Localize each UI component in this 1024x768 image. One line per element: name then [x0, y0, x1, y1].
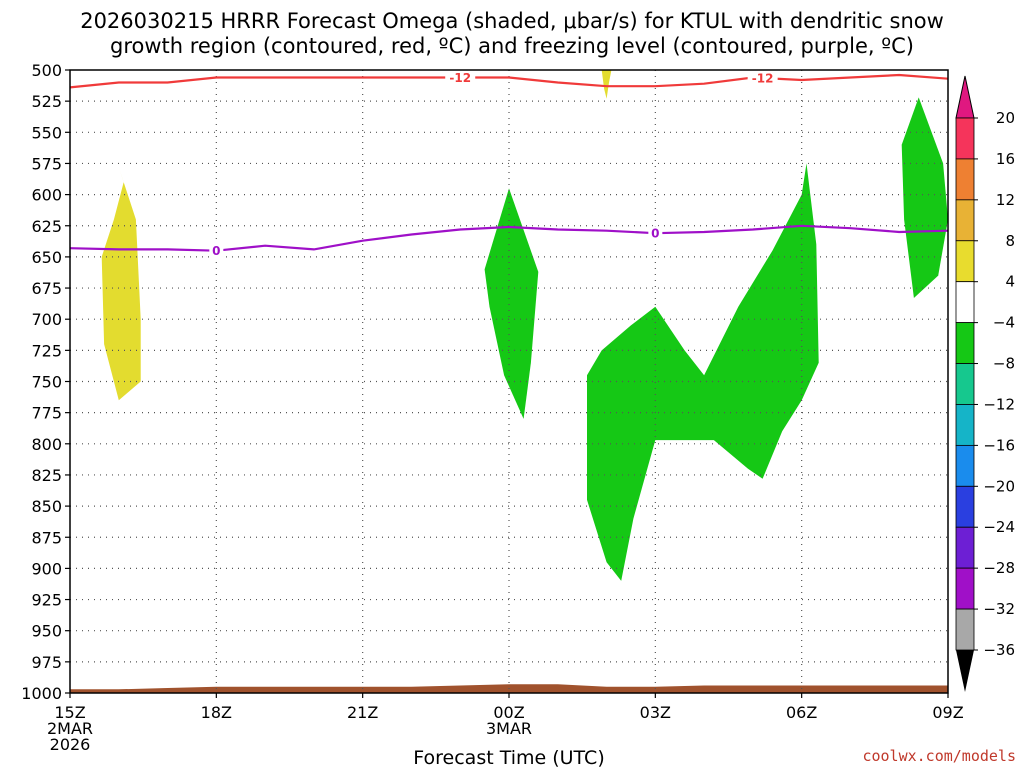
colorbar-label: −16	[983, 436, 1015, 454]
colorbar-segment	[955, 363, 975, 405]
y-tick-label: 775	[31, 404, 62, 423]
y-tick-label: 825	[31, 466, 62, 485]
colorbar-label: 20	[996, 109, 1015, 127]
y-tick-label: 525	[31, 92, 62, 111]
y-tick-label: 950	[31, 622, 62, 641]
colorbar-label: 8	[1005, 232, 1015, 250]
y-tick-label: 550	[31, 123, 62, 142]
negative-omega-green-2	[587, 163, 819, 581]
colorbar-segment	[955, 117, 975, 160]
x-tick-label: 09Z	[932, 703, 963, 722]
freezing-level-contour-label: 0	[212, 244, 220, 258]
dendritic-contour-label: -12	[752, 71, 774, 85]
colorbar-segment	[955, 281, 975, 324]
y-tick-label: 975	[31, 653, 62, 672]
x-tick-label: 15Z	[54, 703, 85, 722]
colorbar-label: −20	[983, 477, 1015, 495]
colorbar-label: 12	[996, 191, 1015, 209]
colorbar-label: −4	[993, 314, 1015, 332]
credit-text: coolwx.com/models	[862, 747, 1016, 765]
y-tick-label: 1000	[21, 684, 62, 703]
colorbar-segment	[955, 485, 975, 528]
chart-title-line-2: growth region (contoured, red, ºC) and f…	[110, 34, 914, 58]
y-tick-label: 850	[31, 497, 62, 516]
colorbar-label: 4	[1005, 273, 1015, 291]
y-tick-label: 750	[31, 373, 62, 392]
y-tick-label: 875	[31, 528, 62, 547]
y-tick-label: 650	[31, 248, 62, 267]
y-tick-label: 675	[31, 279, 62, 298]
y-tick-label: 625	[31, 217, 62, 236]
freezing-level-contour-label-bg	[209, 243, 224, 258]
freezing-level-contour-label: 0	[651, 227, 659, 241]
colorbar-top-arrow	[955, 75, 975, 119]
dendritic-contour-label: -12	[449, 71, 471, 85]
x-tick-label: 3MAR	[486, 719, 532, 738]
y-tick-label: 925	[31, 591, 62, 610]
colorbar-label: −36	[983, 641, 1015, 659]
colorbar-segment	[955, 240, 975, 283]
freezing-level-contour-label-bg	[648, 226, 663, 241]
y-tick-label: 725	[31, 341, 62, 360]
x-axis-label: Forecast Time (UTC)	[413, 747, 604, 768]
x-tick-label: 18Z	[201, 703, 232, 722]
colorbar-label: −28	[983, 559, 1015, 577]
x-tick-label: 03Z	[640, 703, 671, 722]
colorbar-segment	[955, 567, 975, 610]
negative-omega-green-1	[484, 188, 539, 419]
y-tick-label: 575	[31, 154, 62, 173]
y-tick-label: 600	[31, 186, 62, 205]
colorbar-label: −8	[993, 355, 1015, 373]
colorbar-segment	[955, 322, 975, 364]
colorbar-segment	[955, 526, 975, 569]
colorbar-label: −12	[983, 395, 1015, 413]
colorbar-segment	[955, 444, 975, 487]
positive-omega-yellow-2	[601, 70, 612, 99]
dendritic-contour-label-bg	[445, 70, 476, 85]
x-tick-label: 21Z	[347, 703, 378, 722]
x-tick-label: 06Z	[786, 703, 817, 722]
negative-omega-green-3	[901, 97, 948, 299]
colorbar-segment	[955, 199, 975, 242]
x-tick-label: 00Z	[493, 703, 524, 722]
y-tick-label: 500	[31, 61, 62, 80]
x-tick-label: 2026	[50, 735, 91, 754]
y-tick-label: 800	[31, 435, 62, 454]
colorbar-segment	[955, 608, 975, 651]
positive-omega-yellow-1	[101, 167, 141, 401]
x-tick-label: 2MAR	[47, 719, 93, 738]
colorbar-label: 16	[996, 150, 1015, 168]
colorbar-label: −24	[983, 518, 1015, 536]
colorbar-segment	[955, 158, 975, 201]
dendritic-contour-line	[69, 73, 949, 89]
dendritic-contour-label-bg	[747, 70, 778, 85]
chart-title-line-1: 2026030215 HRRR Forecast Omega (shaded, …	[80, 9, 944, 33]
colorbar: 20 16 12 8 4 −4 −8 −12 −16 −20 −24 −28 −32 −36	[955, 75, 1015, 692]
plot-area: -12 -12 0 0 500 525 550 575 600 625 650 675 700 725 75…	[21, 61, 963, 754]
y-tick-label: 700	[31, 310, 62, 329]
colorbar-segment	[955, 404, 975, 446]
y-tick-label: 900	[31, 559, 62, 578]
colorbar-bottom-arrow	[956, 650, 974, 692]
colorbar-label: −32	[983, 600, 1015, 618]
